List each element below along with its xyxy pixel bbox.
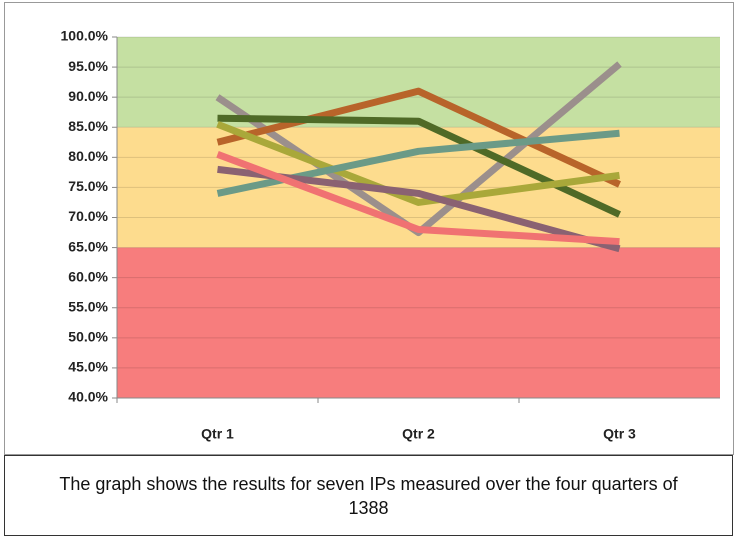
y-tick-label: 40.0% xyxy=(68,389,108,405)
band xyxy=(117,37,720,128)
y-tick-label: 60.0% xyxy=(68,268,108,284)
y-tick-label: 75.0% xyxy=(68,178,108,194)
x-tick-label: Qtr 2 xyxy=(402,426,435,442)
y-tick-label: 95.0% xyxy=(68,58,108,74)
series-line xyxy=(216,120,620,206)
chart: 40.0% 45.0% 50.0% 55.0% 60.0% 65.0% 70.0% 75.0%… xyxy=(4,2,734,455)
y-tick-label: 85.0% xyxy=(68,118,108,134)
series-line xyxy=(216,87,621,188)
series-line xyxy=(216,151,620,246)
y-tick-label: 50.0% xyxy=(68,329,108,345)
x-tick-label: Qtr 1 xyxy=(201,426,234,442)
x-tick-label: Qtr 3 xyxy=(603,426,636,442)
y-tick-label: 90.0% xyxy=(68,88,108,104)
y-tick-label: 100.0% xyxy=(61,28,109,44)
caption: The graph shows the results for seven IP… xyxy=(4,455,733,536)
y-tick-label: 55.0% xyxy=(68,298,108,314)
y-tick-label: 45.0% xyxy=(68,359,108,375)
y-tick-label: 70.0% xyxy=(68,208,108,224)
y-tick-label: 65.0% xyxy=(68,238,108,254)
band xyxy=(117,247,720,398)
y-tick-label: 80.0% xyxy=(68,148,108,164)
